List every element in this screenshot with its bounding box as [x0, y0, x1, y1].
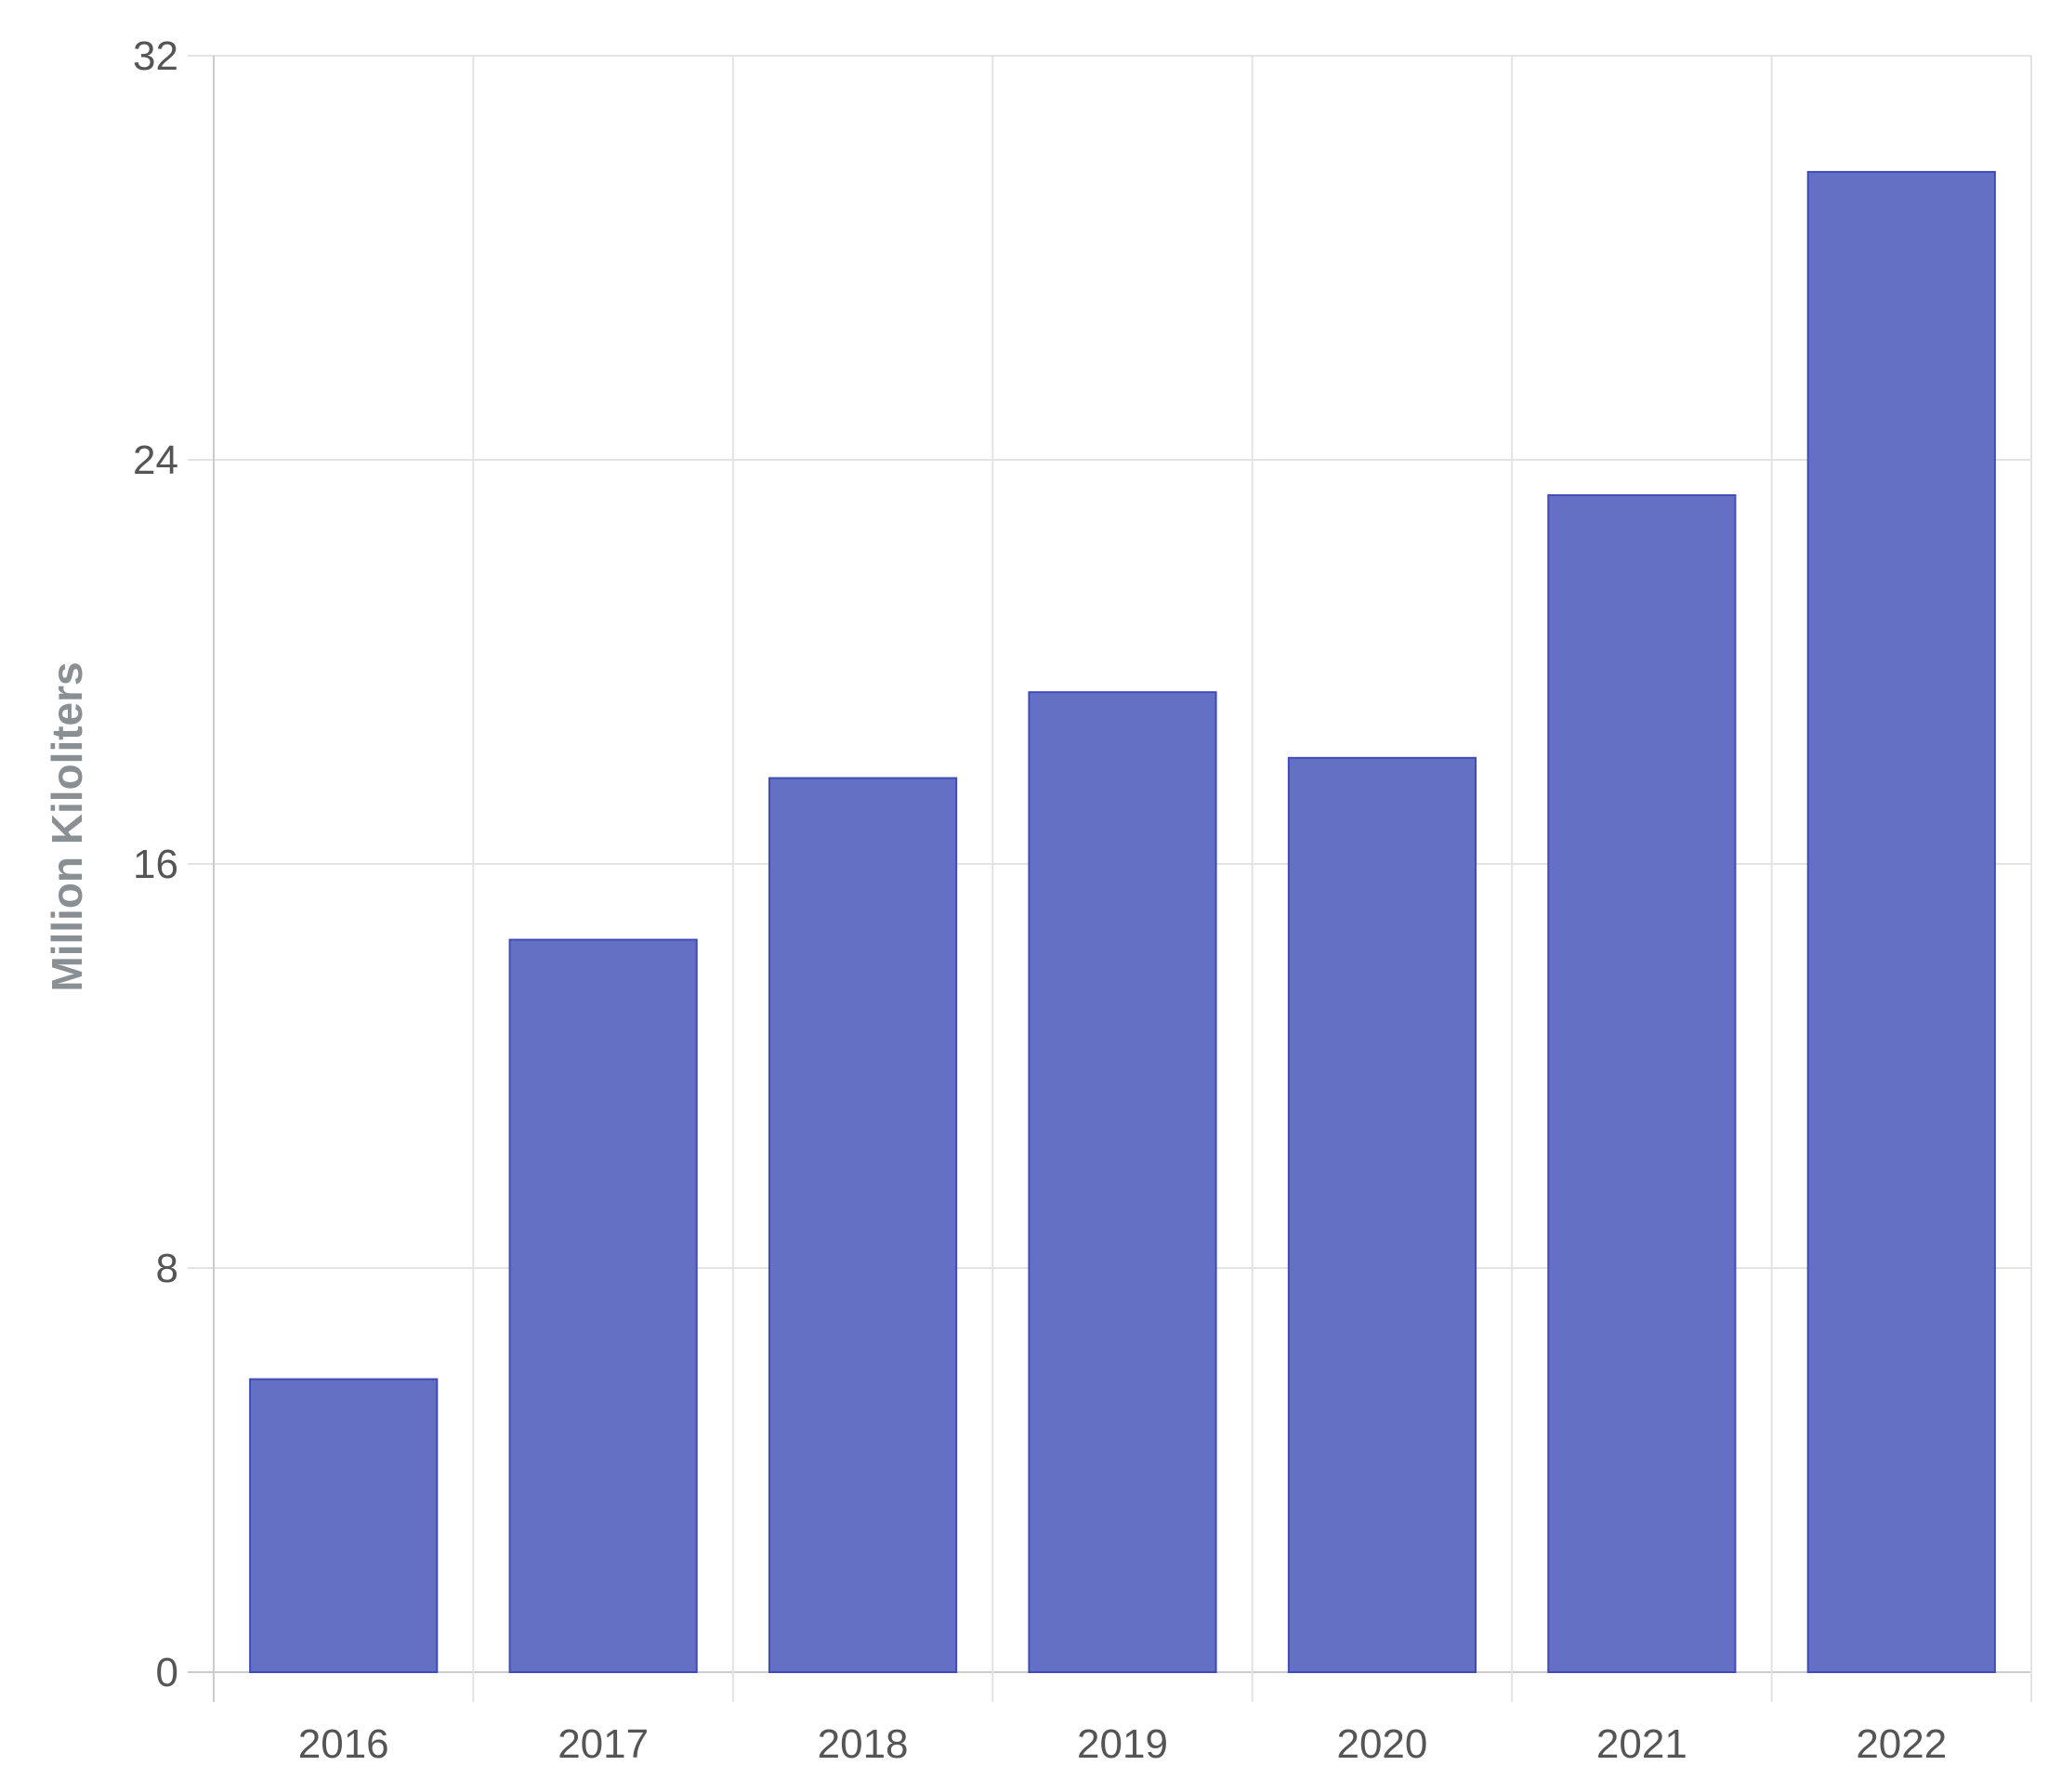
x-tick-label: 2018	[818, 1721, 909, 1767]
bar-2018	[768, 777, 958, 1673]
y-tick-label: 24	[133, 438, 178, 483]
bar-2020	[1287, 756, 1477, 1673]
bars	[249, 171, 1996, 1673]
y-tick-label: 32	[133, 33, 178, 79]
tick-labels: 0 8 16 24 32 2016 2017 2018 2019 2020 2021 2022	[133, 33, 1947, 1767]
bar-2021	[1547, 494, 1737, 1673]
y-tick-label: 16	[133, 842, 178, 887]
y-axis-title: Million Kiloliters	[43, 661, 91, 991]
x-tick-label: 2020	[1336, 1721, 1427, 1767]
x-tick-label: 2017	[558, 1721, 649, 1767]
y-tick-label: 0	[156, 1650, 178, 1695]
bar-2016	[249, 1378, 439, 1673]
x-tick-label: 2019	[1077, 1721, 1168, 1767]
bar-2019	[1028, 691, 1217, 1673]
x-tick-label: 2016	[298, 1721, 389, 1767]
y-tick-label: 8	[156, 1246, 178, 1291]
bar-2022	[1806, 171, 1996, 1673]
bar-2017	[508, 938, 698, 1673]
x-tick-label: 2022	[1856, 1721, 1947, 1767]
x-tick-label: 2021	[1596, 1721, 1687, 1767]
